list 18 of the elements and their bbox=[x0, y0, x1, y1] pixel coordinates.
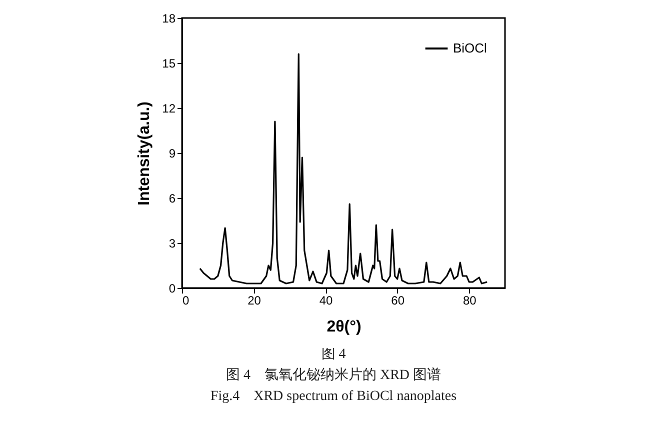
caption: Fig.4 XRD spectrum of BiOCl nanoplates bbox=[209, 388, 458, 406]
y-tick-label: 0 bbox=[168, 282, 176, 296]
x-tick-label: 40 bbox=[319, 294, 334, 308]
x-tick-label: 20 bbox=[248, 294, 262, 308]
x-axis-title: 2θ(°) bbox=[326, 318, 362, 336]
caption: 图 4 氯氧化铋纳米片的 XRD 图谱 bbox=[224, 366, 442, 385]
y-tick-label: 9 bbox=[168, 146, 176, 160]
x-tick-label: 60 bbox=[391, 294, 405, 308]
line-series bbox=[199, 53, 488, 284]
y-tick-label: 6 bbox=[168, 192, 176, 206]
x-tick-label: 80 bbox=[462, 294, 477, 308]
x-tick-label: 0 bbox=[182, 294, 190, 308]
y-tick-label: 15 bbox=[162, 56, 176, 70]
legend-label: BiOCl bbox=[453, 40, 488, 56]
y-axis-title: Intensity(a.u.) bbox=[136, 101, 154, 206]
y-tick-label: 18 bbox=[162, 12, 176, 26]
y-tick-label: 12 bbox=[162, 102, 176, 116]
y-tick-label: 3 bbox=[168, 236, 176, 250]
